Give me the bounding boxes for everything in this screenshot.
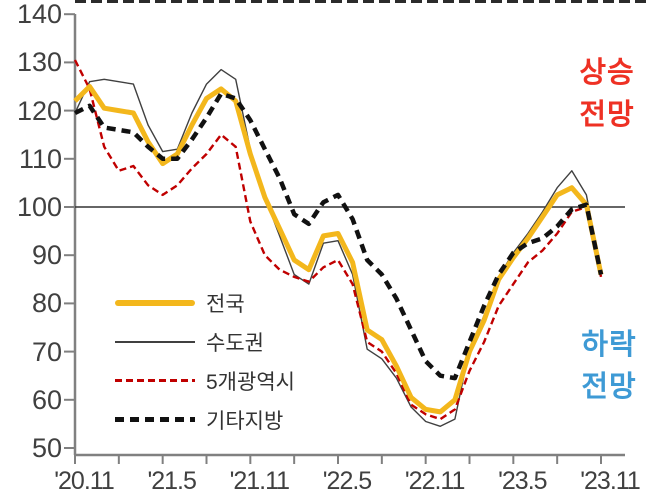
legend-label-metro-area: 수도권 <box>206 331 264 355</box>
legend-label-other-regions: 기타지방 <box>206 409 284 433</box>
legend-item-metro-area: 수도권 <box>115 322 295 361</box>
x-axis-label-1: '20.11 <box>54 467 114 495</box>
y-axis-label-60: 60 <box>31 384 62 415</box>
y-axis-label-120: 120 <box>16 95 62 126</box>
x-axis-label-5: '22.11 <box>404 467 465 495</box>
annotation-fall-line1: 하락 <box>581 329 637 361</box>
annotation-fall-line2: 전망 <box>581 371 637 403</box>
legend-swatch-other-regions <box>115 417 195 422</box>
legend-item-nationwide: 전국 <box>115 283 295 322</box>
x-axis-label-2: '21.5 <box>147 467 196 495</box>
legend-swatch-metro-area <box>115 340 195 343</box>
y-axis-label-90: 90 <box>31 240 62 271</box>
x-axis-label-3: '21.11 <box>229 467 290 495</box>
y-axis-label-80: 80 <box>31 288 62 319</box>
annotation-fall-outlook: 하락 전망 <box>574 324 644 408</box>
annotation-rise-outlook: 상승 전망 <box>572 52 642 136</box>
chart-legend: 전국 수도권 5개광역시 기타지방 <box>115 283 295 439</box>
y-axis-label-130: 130 <box>16 47 62 78</box>
legend-label-five-cities: 5개광역시 <box>206 370 295 394</box>
x-axis-label-4: '22.5 <box>322 467 372 495</box>
legend-swatch-five-cities <box>115 379 195 382</box>
annotation-rise-line2: 전망 <box>579 99 635 131</box>
series-nationwide <box>73 84 604 415</box>
x-axis-label-6: '23.5 <box>498 467 547 495</box>
y-axis-label-110: 110 <box>18 143 62 174</box>
legend-item-five-cities: 5개광역시 <box>115 361 295 400</box>
series-other-regions <box>74 91 604 381</box>
y-axis-label-100: 100 <box>16 192 62 222</box>
y-axis-label-140: 140 <box>16 0 62 30</box>
series-five-cities <box>73 59 603 421</box>
y-axis-label-50: 50 <box>31 433 62 463</box>
legend-swatch-nationwide <box>115 299 195 306</box>
x-axis-label-7: '23.11 <box>580 467 640 495</box>
annotation-rise-line1: 상승 <box>579 57 635 89</box>
y-axis-label-70: 70 <box>31 336 62 367</box>
legend-label-nationwide: 전국 <box>206 292 245 316</box>
legend-item-other-regions: 기타지방 <box>115 400 295 439</box>
